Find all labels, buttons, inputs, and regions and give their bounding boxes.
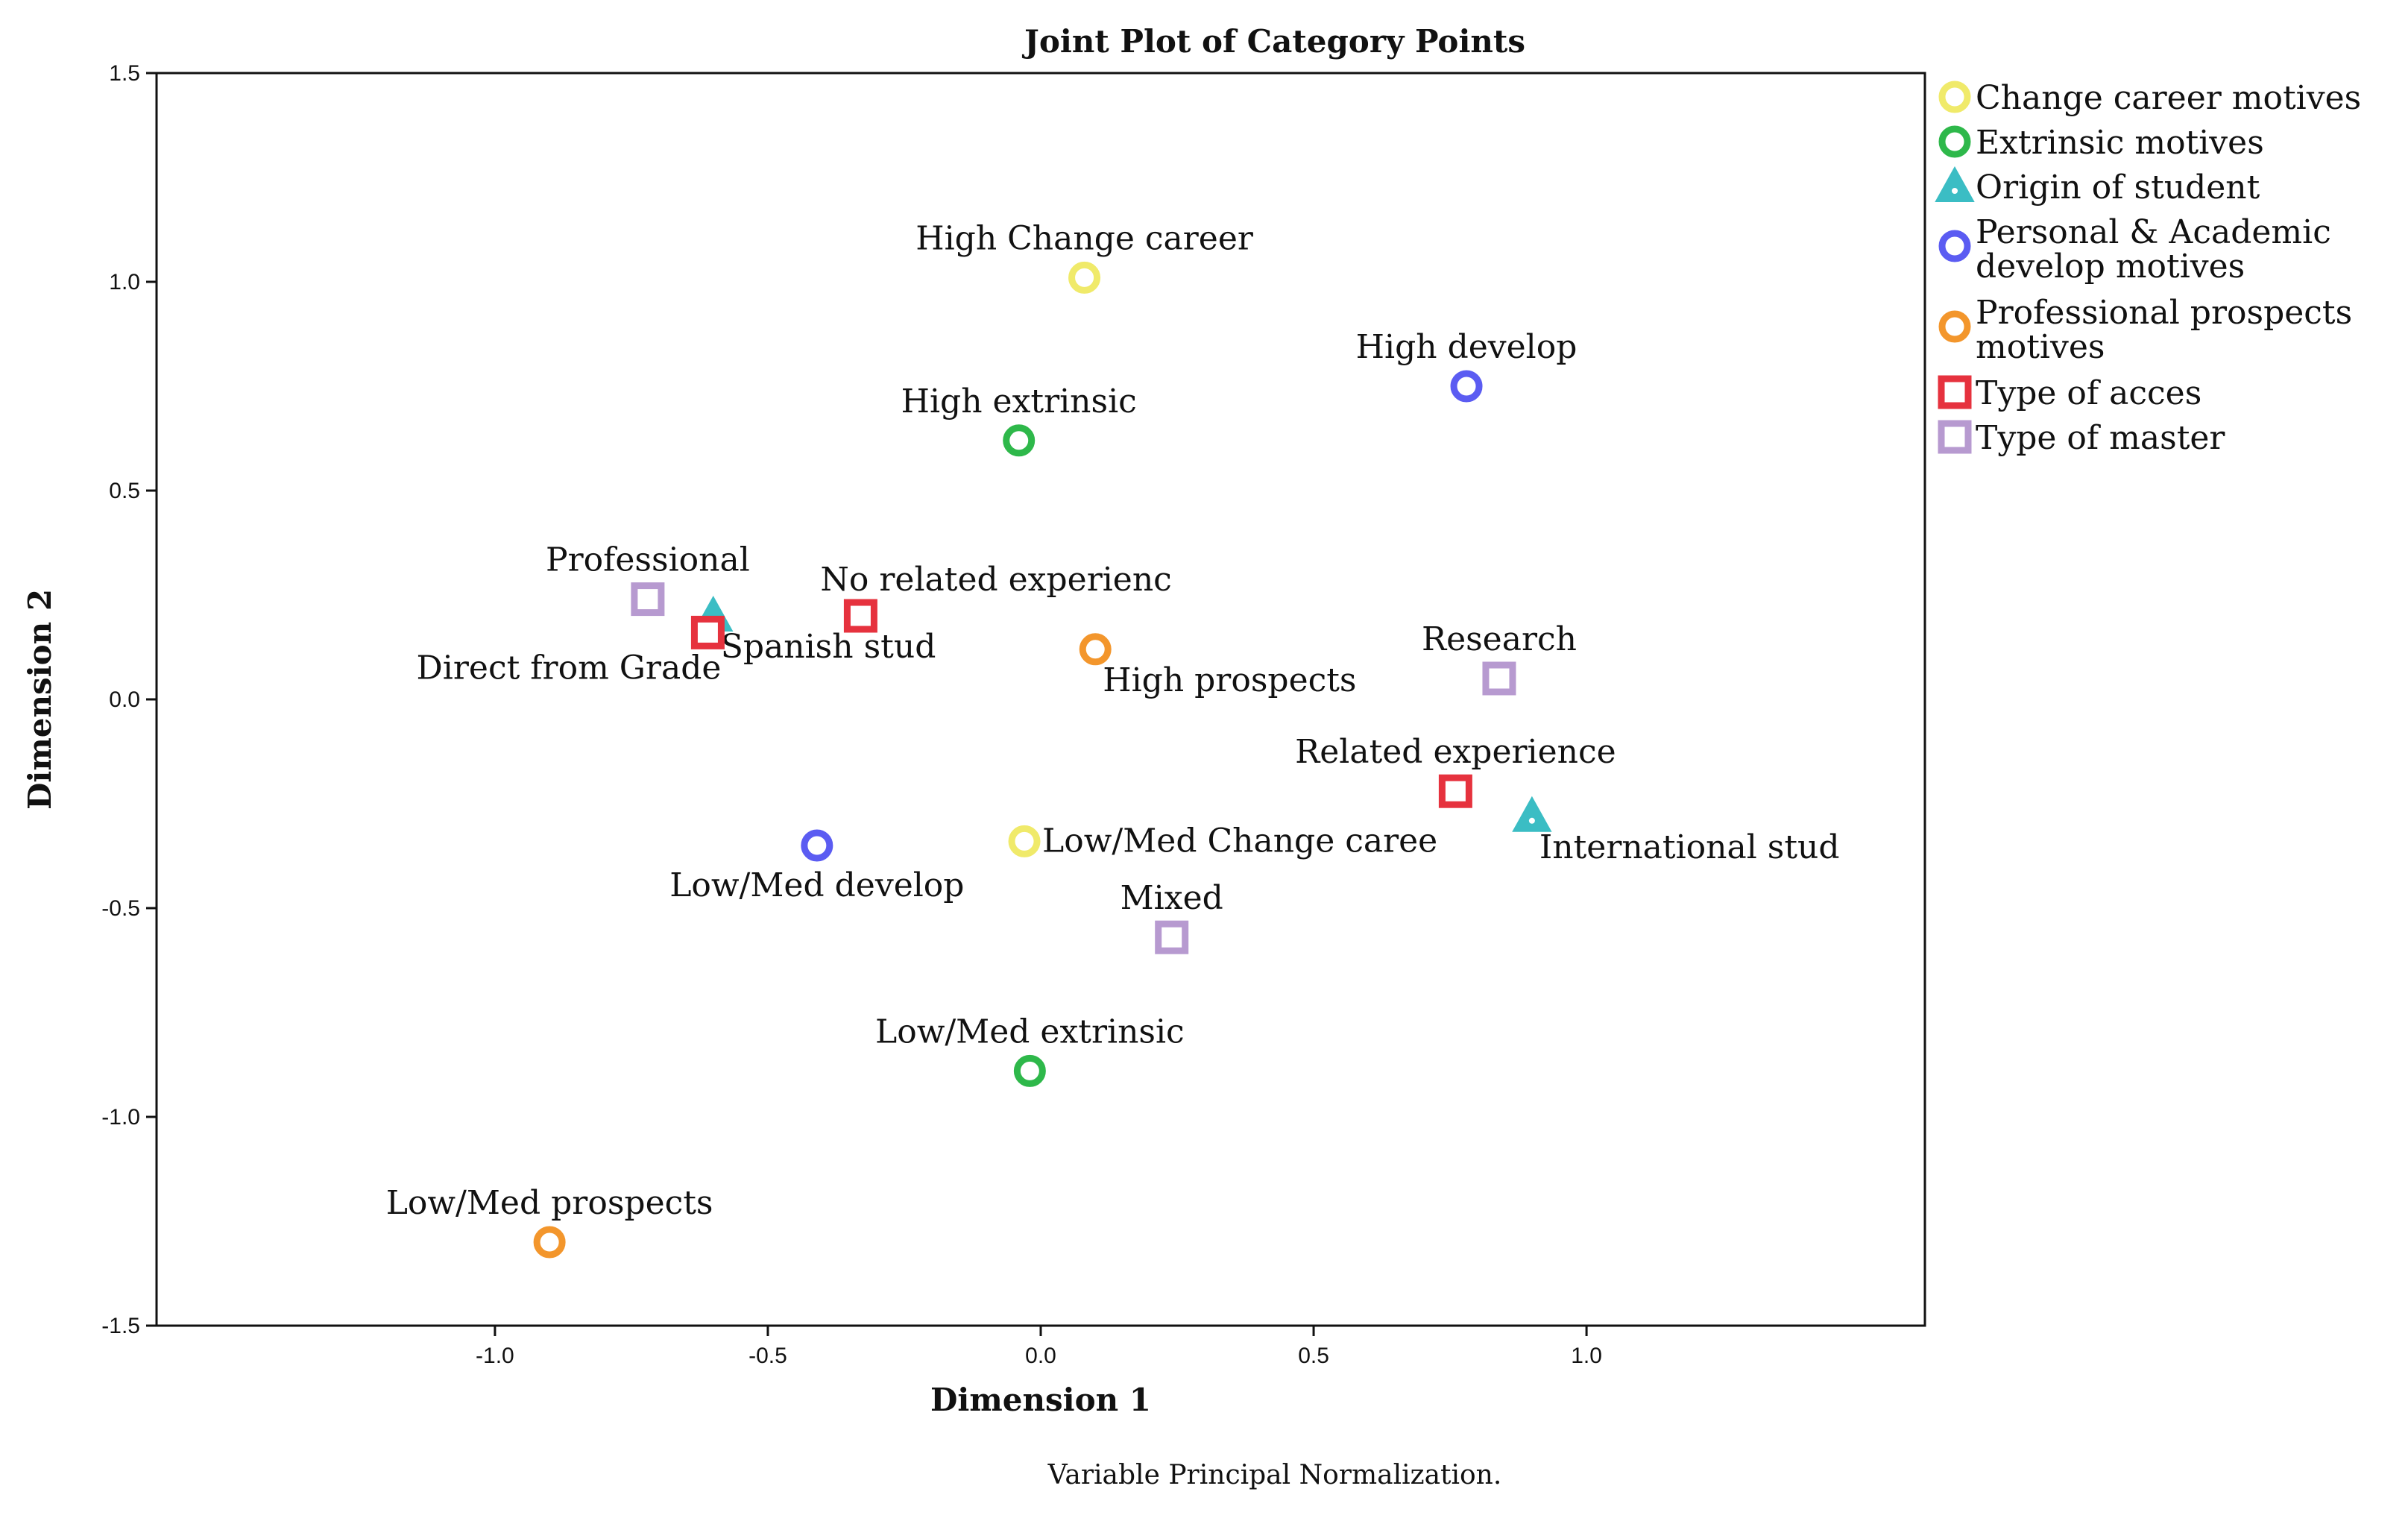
data-point-label: International stud: [1539, 828, 1840, 866]
x-axis: -1.0 -0.5 0.0 0.5 1.0: [476, 1326, 1602, 1368]
y-axis: -1.5 -1.0 -0.5 0.0 0.5 1.0 1.5: [101, 61, 157, 1338]
data-point-label: High develop: [1356, 328, 1578, 366]
plot-area-frame: [155, 72, 1926, 1327]
legend-marker: [1938, 375, 1972, 409]
x-tick-label: 0.0: [1025, 1344, 1056, 1368]
data-point-label: Direct from Grade: [417, 649, 722, 687]
data-point-marker: [533, 1226, 566, 1259]
data-point-marker: [1008, 825, 1041, 857]
y-tick-label: 0.5: [109, 479, 140, 503]
y-axis-title: Dimension 2: [22, 589, 58, 810]
y-tick-label: -1.5: [101, 1314, 140, 1338]
data-point-label: Low/Med extrinsic: [875, 1013, 1185, 1051]
x-tick-label: 1.0: [1571, 1344, 1602, 1368]
data-point-marker: [1013, 1054, 1046, 1087]
data-point-marker: [1512, 796, 1552, 832]
legend-label: Origin of student: [1976, 169, 2260, 207]
legend-label: Extrinsic motives: [1976, 124, 2264, 162]
legend-marker: [1935, 166, 1975, 202]
data-point-label: Mixed: [1121, 879, 1223, 917]
data-point-marker: [843, 599, 877, 633]
legend-marker: [1938, 81, 1971, 113]
data-point-marker-center: [1528, 817, 1535, 824]
legend-label: Professional prospects: [1976, 294, 2352, 332]
y-tick-label: 1.5: [109, 61, 140, 86]
data-point-label: High extrinsic: [901, 382, 1137, 421]
legend-marker-center: [1952, 188, 1958, 194]
legend-marker: [1938, 310, 1971, 343]
data-point-marker: [1068, 261, 1101, 294]
scatter-points: High Change career Low/Med Change caree Hi…: [386, 219, 1840, 1259]
chart-title: Joint Plot of Category Points: [1021, 23, 1525, 60]
x-tick-label: 0.5: [1298, 1344, 1329, 1368]
legend-label: Personal & Academic: [1976, 213, 2331, 251]
data-point-label: High Change career: [915, 219, 1254, 257]
data-point-marker: [1003, 424, 1036, 457]
legend-marker: [1938, 230, 1971, 262]
data-point-label: Low/Med develop: [669, 866, 964, 904]
legend: Change career motives Extrinsic motives Or…: [1935, 79, 2361, 457]
x-tick-label: -1.0: [476, 1344, 514, 1368]
y-tick-label: 0.0: [109, 687, 140, 712]
data-point-marker: [1482, 661, 1516, 696]
x-tick-label: -0.5: [748, 1344, 787, 1368]
normalization-note: Variable Principal Normalization.: [1047, 1460, 1502, 1490]
legend-label: develop motives: [1976, 248, 2245, 286]
data-point-marker: [1438, 774, 1472, 808]
legend-label: Type of acces: [1976, 374, 2201, 412]
data-point-marker: [690, 615, 725, 649]
legend-label: Change career motives: [1976, 79, 2361, 117]
data-point-label: Low/Med Change caree: [1042, 822, 1437, 860]
legend-label: Type of master: [1976, 419, 2225, 457]
data-point-label: Professional: [546, 541, 750, 579]
y-tick-label: 1.0: [109, 270, 140, 295]
data-point-label: Low/Med prospects: [386, 1184, 713, 1222]
data-point-label: Related experience: [1295, 733, 1616, 771]
data-point-marker: [1079, 633, 1112, 666]
x-axis-title: Dimension 1: [930, 1382, 1151, 1418]
data-point-marker: [1155, 920, 1189, 954]
data-point-marker: [1450, 370, 1483, 403]
legend-marker: [1938, 420, 1972, 454]
legend-label: motives: [1976, 328, 2105, 366]
data-point-label: Research: [1422, 620, 1577, 658]
data-point-label: High prospects: [1103, 661, 1356, 699]
data-point-label: No related experienc: [820, 561, 1171, 599]
data-point-marker: [631, 582, 665, 617]
data-point-marker: [801, 829, 833, 862]
data-point-label: Spanish stud: [721, 628, 936, 666]
y-tick-label: -0.5: [101, 896, 140, 921]
legend-marker: [1938, 125, 1971, 158]
y-tick-label: -1.0: [101, 1105, 140, 1130]
